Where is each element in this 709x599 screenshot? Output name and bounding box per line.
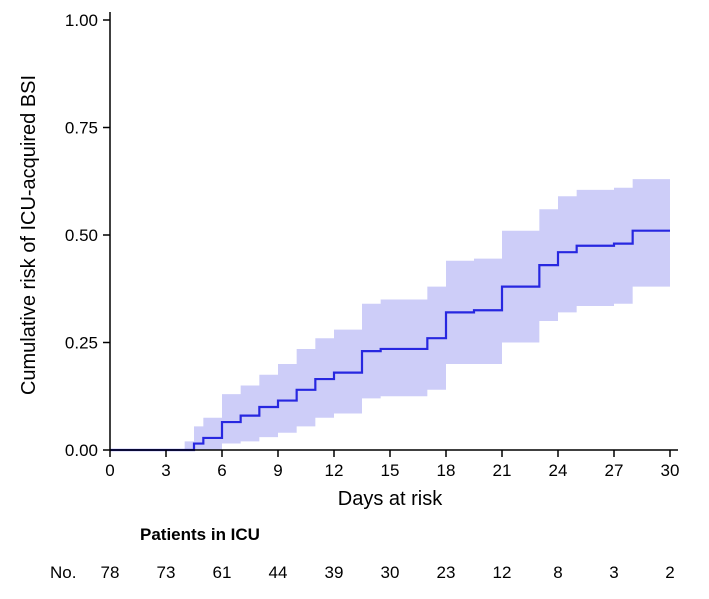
x-tick-label: 3 (161, 461, 170, 480)
risk-table-value: 44 (269, 563, 288, 582)
x-tick-label: 18 (437, 461, 456, 480)
risk-table-value: 30 (381, 563, 400, 582)
x-tick-label: 15 (381, 461, 400, 480)
chart-svg: 0 3 6 9 12 15 18 21 24 27 30 0.00 0.25 0.50 0.75 1.00 Da… (0, 0, 709, 599)
x-tick-label: 6 (217, 461, 226, 480)
x-tick-label: 21 (493, 461, 512, 480)
x-tick-label: 27 (605, 461, 624, 480)
chart-container: { "chart": { "type": "step-line-with-ci"… (0, 0, 709, 599)
risk-table-value: 39 (325, 563, 344, 582)
confidence-band (110, 179, 670, 450)
y-axis-title: Cumulative risk of ICU-acquired BSI (18, 75, 40, 395)
risk-table-value: 12 (493, 563, 512, 582)
risk-table-value: 8 (553, 563, 562, 582)
risk-table-value: 23 (437, 563, 456, 582)
risk-table-value: 3 (609, 563, 618, 582)
y-tick-label: 0.00 (65, 441, 98, 460)
y-tick-label: 0.25 (65, 334, 98, 353)
risk-table-value: 61 (213, 563, 232, 582)
risk-table-row-label: No. (50, 563, 76, 582)
y-tick-label: 0.50 (65, 226, 98, 245)
y-tick-label: 1.00 (65, 11, 98, 30)
x-tick-label: 0 (105, 461, 114, 480)
x-tick-label: 30 (661, 461, 680, 480)
risk-table-value: 2 (665, 563, 674, 582)
risk-table-value: 73 (157, 563, 176, 582)
risk-table-value: 78 (101, 563, 120, 582)
risk-table-title: Patients in ICU (140, 525, 260, 544)
y-tick-label: 0.75 (65, 119, 98, 138)
x-tick-label: 12 (325, 461, 344, 480)
x-tick-label: 9 (273, 461, 282, 480)
x-tick-label: 24 (549, 461, 568, 480)
x-axis-title: Days at risk (338, 488, 443, 510)
